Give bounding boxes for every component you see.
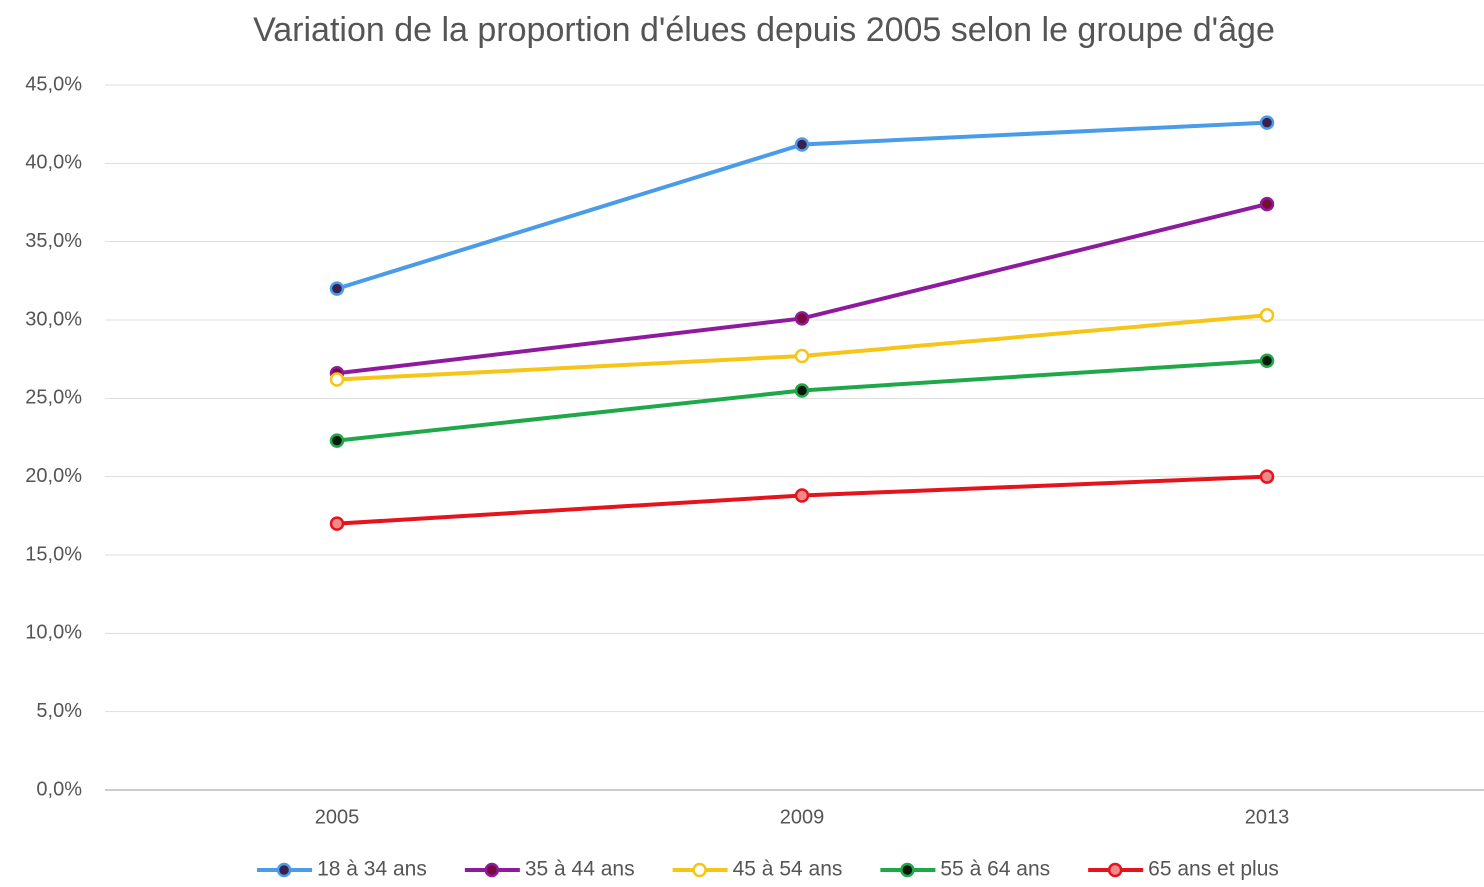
legend-label: 18 à 34 ans	[317, 858, 427, 881]
y-tick-label: 30,0%	[25, 308, 82, 330]
data-point	[794, 137, 810, 152]
legend-item: 45 à 54 ans	[672, 858, 843, 881]
data-point	[1259, 353, 1275, 368]
data-point	[329, 516, 345, 531]
data-point	[1259, 196, 1275, 212]
legend-marker	[692, 862, 707, 878]
y-tick-label: 35,0%	[25, 230, 82, 252]
data-point	[1259, 308, 1275, 323]
y-tick-label: 40,0%	[25, 152, 82, 174]
legend-item: 55 à 64 ans	[880, 858, 1050, 881]
legend-label: 45 à 54 ans	[733, 858, 843, 881]
legend-item: 65 ans et plus	[1088, 858, 1279, 881]
y-tick-label: 10,0%	[25, 622, 82, 644]
x-tick-label: 2005	[315, 806, 360, 828]
y-tick-label: 0,0%	[36, 778, 82, 800]
x-tick-label: 2013	[1245, 806, 1290, 828]
data-point	[794, 348, 810, 364]
y-tick-label: 45,0%	[25, 73, 82, 95]
legend-marker	[484, 862, 500, 878]
y-tick-label: 15,0%	[25, 543, 82, 565]
x-tick-label: 2009	[780, 806, 825, 828]
data-point	[1259, 469, 1275, 484]
legend-marker	[276, 862, 292, 878]
legend-item: 18 à 34 ans	[257, 858, 427, 881]
data-point	[329, 281, 345, 296]
legend-marker	[1107, 862, 1123, 878]
y-tick-label: 5,0%	[36, 700, 82, 722]
data-point	[794, 488, 810, 503]
data-point	[1259, 115, 1275, 130]
legend-label: 55 à 64 ans	[940, 858, 1050, 881]
legend-marker	[900, 862, 915, 878]
y-tick-label: 25,0%	[25, 387, 82, 409]
data-point	[329, 433, 345, 448]
chart-title: Variation de la proportion d'élues depui…	[253, 11, 1275, 49]
legend-label: 35 à 44 ans	[525, 858, 635, 881]
legend-label: 65 ans et plus	[1148, 858, 1279, 881]
data-point	[794, 311, 810, 326]
legend-item: 35 à 44 ans	[464, 858, 635, 881]
y-tick-label: 20,0%	[25, 465, 82, 487]
data-point	[794, 383, 810, 398]
data-point	[329, 372, 345, 387]
